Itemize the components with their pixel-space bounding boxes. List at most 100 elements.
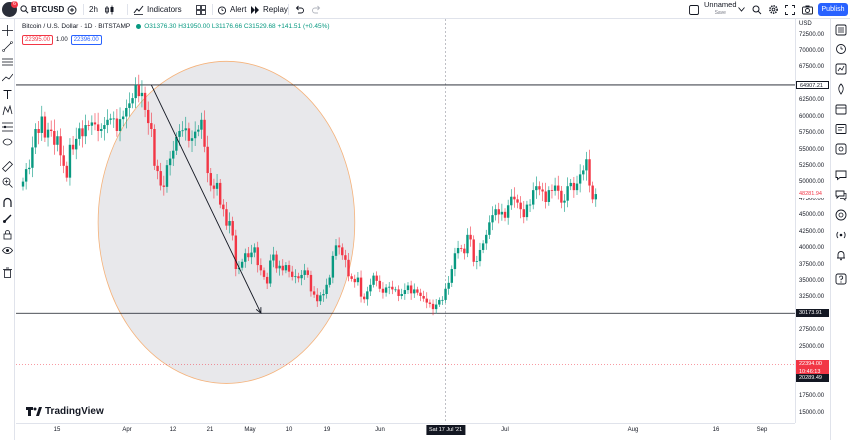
brush-icon[interactable] (2, 137, 13, 148)
chart-pane[interactable] (16, 19, 795, 423)
price-chart[interactable] (16, 19, 795, 423)
calendar-icon[interactable] (835, 103, 847, 115)
candle-body (438, 299, 441, 305)
compare-symbol-button[interactable] (67, 0, 77, 19)
eye-icon[interactable] (2, 245, 13, 256)
candle-body (137, 84, 141, 97)
stay-in-drawing-mode-icon[interactable] (2, 213, 13, 224)
candle-body (259, 265, 263, 271)
time-tick-label: 19 (323, 427, 331, 433)
candle-body (290, 271, 294, 277)
low-level-tag: 30173.91 (796, 309, 829, 318)
price-axis[interactable]: USD 72500.00 70000.00 67500.00 62500.00 6000… (795, 19, 830, 423)
magnet-icon[interactable] (2, 197, 13, 208)
interval-button[interactable]: 2h (89, 0, 116, 19)
ruler-icon[interactable] (2, 161, 13, 172)
time-tick-label: Sep (756, 427, 768, 433)
candle-body (322, 294, 325, 296)
candle-body (234, 235, 238, 270)
candle-body (294, 276, 297, 278)
candle-body (528, 204, 532, 206)
pattern-tool-icon[interactable] (2, 105, 13, 116)
trend-line-icon[interactable] (2, 41, 13, 52)
prediction-tool-icon[interactable] (2, 121, 13, 132)
candle-body (419, 292, 422, 296)
news-icon[interactable] (835, 123, 847, 135)
tradingview-logo-text: TradingView (45, 406, 104, 417)
candle-body (428, 302, 432, 304)
chat-icon[interactable] (835, 169, 847, 181)
hotlists-icon[interactable] (835, 83, 847, 95)
candle-body (550, 190, 554, 191)
candle-body (197, 129, 200, 132)
layout-dropdown-icon[interactable] (738, 0, 745, 19)
candle-body (366, 291, 369, 300)
layout-square-icon[interactable] (689, 0, 699, 19)
streams-icon[interactable] (835, 229, 847, 241)
symbol-search-button[interactable]: BTCUSD (20, 0, 64, 19)
currency-label[interactable]: USD (799, 21, 812, 27)
drawing-toolbar (0, 19, 15, 440)
candle-body (453, 253, 457, 270)
undo-button[interactable] (294, 0, 304, 19)
candle-body (563, 200, 566, 203)
sell-price-button[interactable]: 22395.00 (22, 35, 54, 45)
publish-button[interactable]: Publish (818, 3, 848, 16)
chart-type-icon[interactable] (104, 5, 116, 15)
snapshot-button[interactable] (802, 0, 813, 19)
text-tool-icon[interactable] (2, 89, 13, 100)
alerts-list-icon[interactable] (835, 43, 847, 55)
price-tick-label: 15000.00 (799, 409, 825, 416)
layout-name-label: Unnamed (704, 0, 737, 9)
help-icon[interactable] (835, 273, 847, 285)
toolbar-divider (212, 4, 213, 15)
candle-body (588, 159, 591, 186)
chart-legend: Bitcoin / U.S. Dollar · 1D · BITSTAMP O3… (22, 23, 330, 30)
zoom-in-icon[interactable] (2, 177, 13, 188)
trend-arrow-line (150, 84, 262, 314)
camera-icon (802, 5, 813, 14)
candle-body (147, 109, 150, 124)
candle-body (494, 209, 497, 216)
trash-icon[interactable] (2, 267, 13, 278)
layout-grid-button[interactable] (196, 0, 206, 19)
time-axis[interactable]: 15Apr1221May1019Jun14JulAug16SepSat 17 J… (16, 423, 795, 440)
candle-body (131, 98, 134, 104)
candle-body (535, 186, 538, 191)
candle-body (394, 289, 397, 291)
redo-button[interactable] (312, 0, 322, 19)
fullscreen-button[interactable] (785, 0, 795, 19)
axis-corner (797, 425, 827, 437)
settings-button[interactable] (768, 0, 779, 19)
buy-price-button[interactable]: 22396.00 (70, 35, 102, 45)
lock-icon[interactable] (2, 229, 13, 240)
quick-search-button[interactable] (752, 0, 762, 19)
ideas-icon[interactable] (835, 143, 847, 155)
candle-body (328, 277, 331, 285)
candle-body (231, 221, 234, 236)
interval-label: 2h (89, 5, 98, 14)
candle-body (215, 182, 219, 189)
indicators-icon (133, 5, 144, 15)
alert-button[interactable]: Alert (217, 0, 246, 19)
pitchfork-icon[interactable] (2, 73, 13, 84)
notifications-icon[interactable] (835, 249, 847, 261)
candle-body (250, 252, 253, 258)
candle-body (378, 280, 382, 289)
candle-body (143, 92, 147, 110)
data-window-icon[interactable] (835, 63, 847, 75)
pine-editor-icon[interactable] (835, 209, 847, 221)
horizontal-lines-icon[interactable] (2, 57, 13, 68)
price-tick-label: 27500.00 (799, 327, 825, 334)
candle-body (262, 270, 266, 277)
layout-name-button[interactable]: Unnamed Save (704, 1, 737, 17)
tradingview-logo[interactable]: TradingView (26, 406, 104, 417)
candle-body (81, 128, 84, 137)
watchlist-icon[interactable] (835, 24, 847, 36)
candle-body (65, 165, 69, 178)
indicators-button[interactable]: Indicators (133, 0, 182, 19)
chats-icon[interactable] (835, 189, 847, 201)
candle-body (356, 277, 360, 283)
replay-button[interactable]: Replay (250, 0, 288, 19)
crosshair-icon[interactable] (2, 25, 13, 36)
